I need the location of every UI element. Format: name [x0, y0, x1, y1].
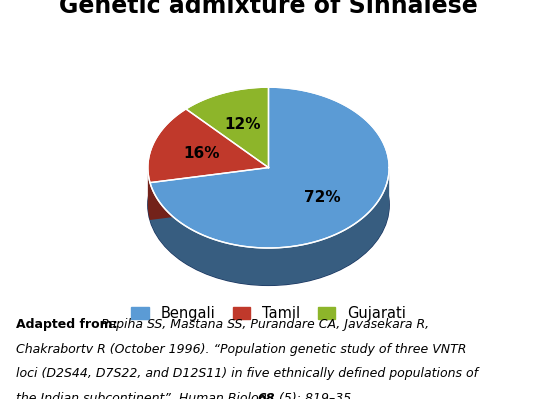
Text: 12%: 12%	[224, 117, 261, 132]
Legend: Bengali, Tamil, Gujarati: Bengali, Tamil, Gujarati	[126, 300, 411, 327]
Polygon shape	[148, 168, 150, 220]
Text: Adapted from:: Adapted from:	[16, 318, 118, 331]
Text: 72%: 72%	[304, 190, 341, 205]
Text: 68: 68	[257, 392, 275, 399]
Polygon shape	[150, 168, 389, 285]
Text: Papiha SS, Mastana SS, Purandare CA, Javasekara R,: Papiha SS, Mastana SS, Purandare CA, Jav…	[101, 318, 429, 331]
Polygon shape	[150, 168, 268, 220]
Title: Genetic admixture of Sinhalese: Genetic admixture of Sinhalese	[59, 0, 478, 18]
Ellipse shape	[148, 124, 389, 285]
Polygon shape	[150, 87, 389, 248]
Text: Chakrabortv R (October 1996). “Population genetic study of three VNTR: Chakrabortv R (October 1996). “Populatio…	[16, 343, 467, 356]
Polygon shape	[148, 109, 268, 183]
Text: 16%: 16%	[184, 146, 220, 161]
Text: loci (D2S44, D7S22, and D12S11) in five ethnically defined populations of: loci (D2S44, D7S22, and D12S11) in five …	[16, 367, 478, 380]
Polygon shape	[150, 168, 268, 220]
Polygon shape	[186, 87, 268, 168]
Text: the Indian subcontinent”. Human Biology: the Indian subcontinent”. Human Biology	[16, 392, 278, 399]
Text: (5): 819–35.: (5): 819–35.	[275, 392, 355, 399]
